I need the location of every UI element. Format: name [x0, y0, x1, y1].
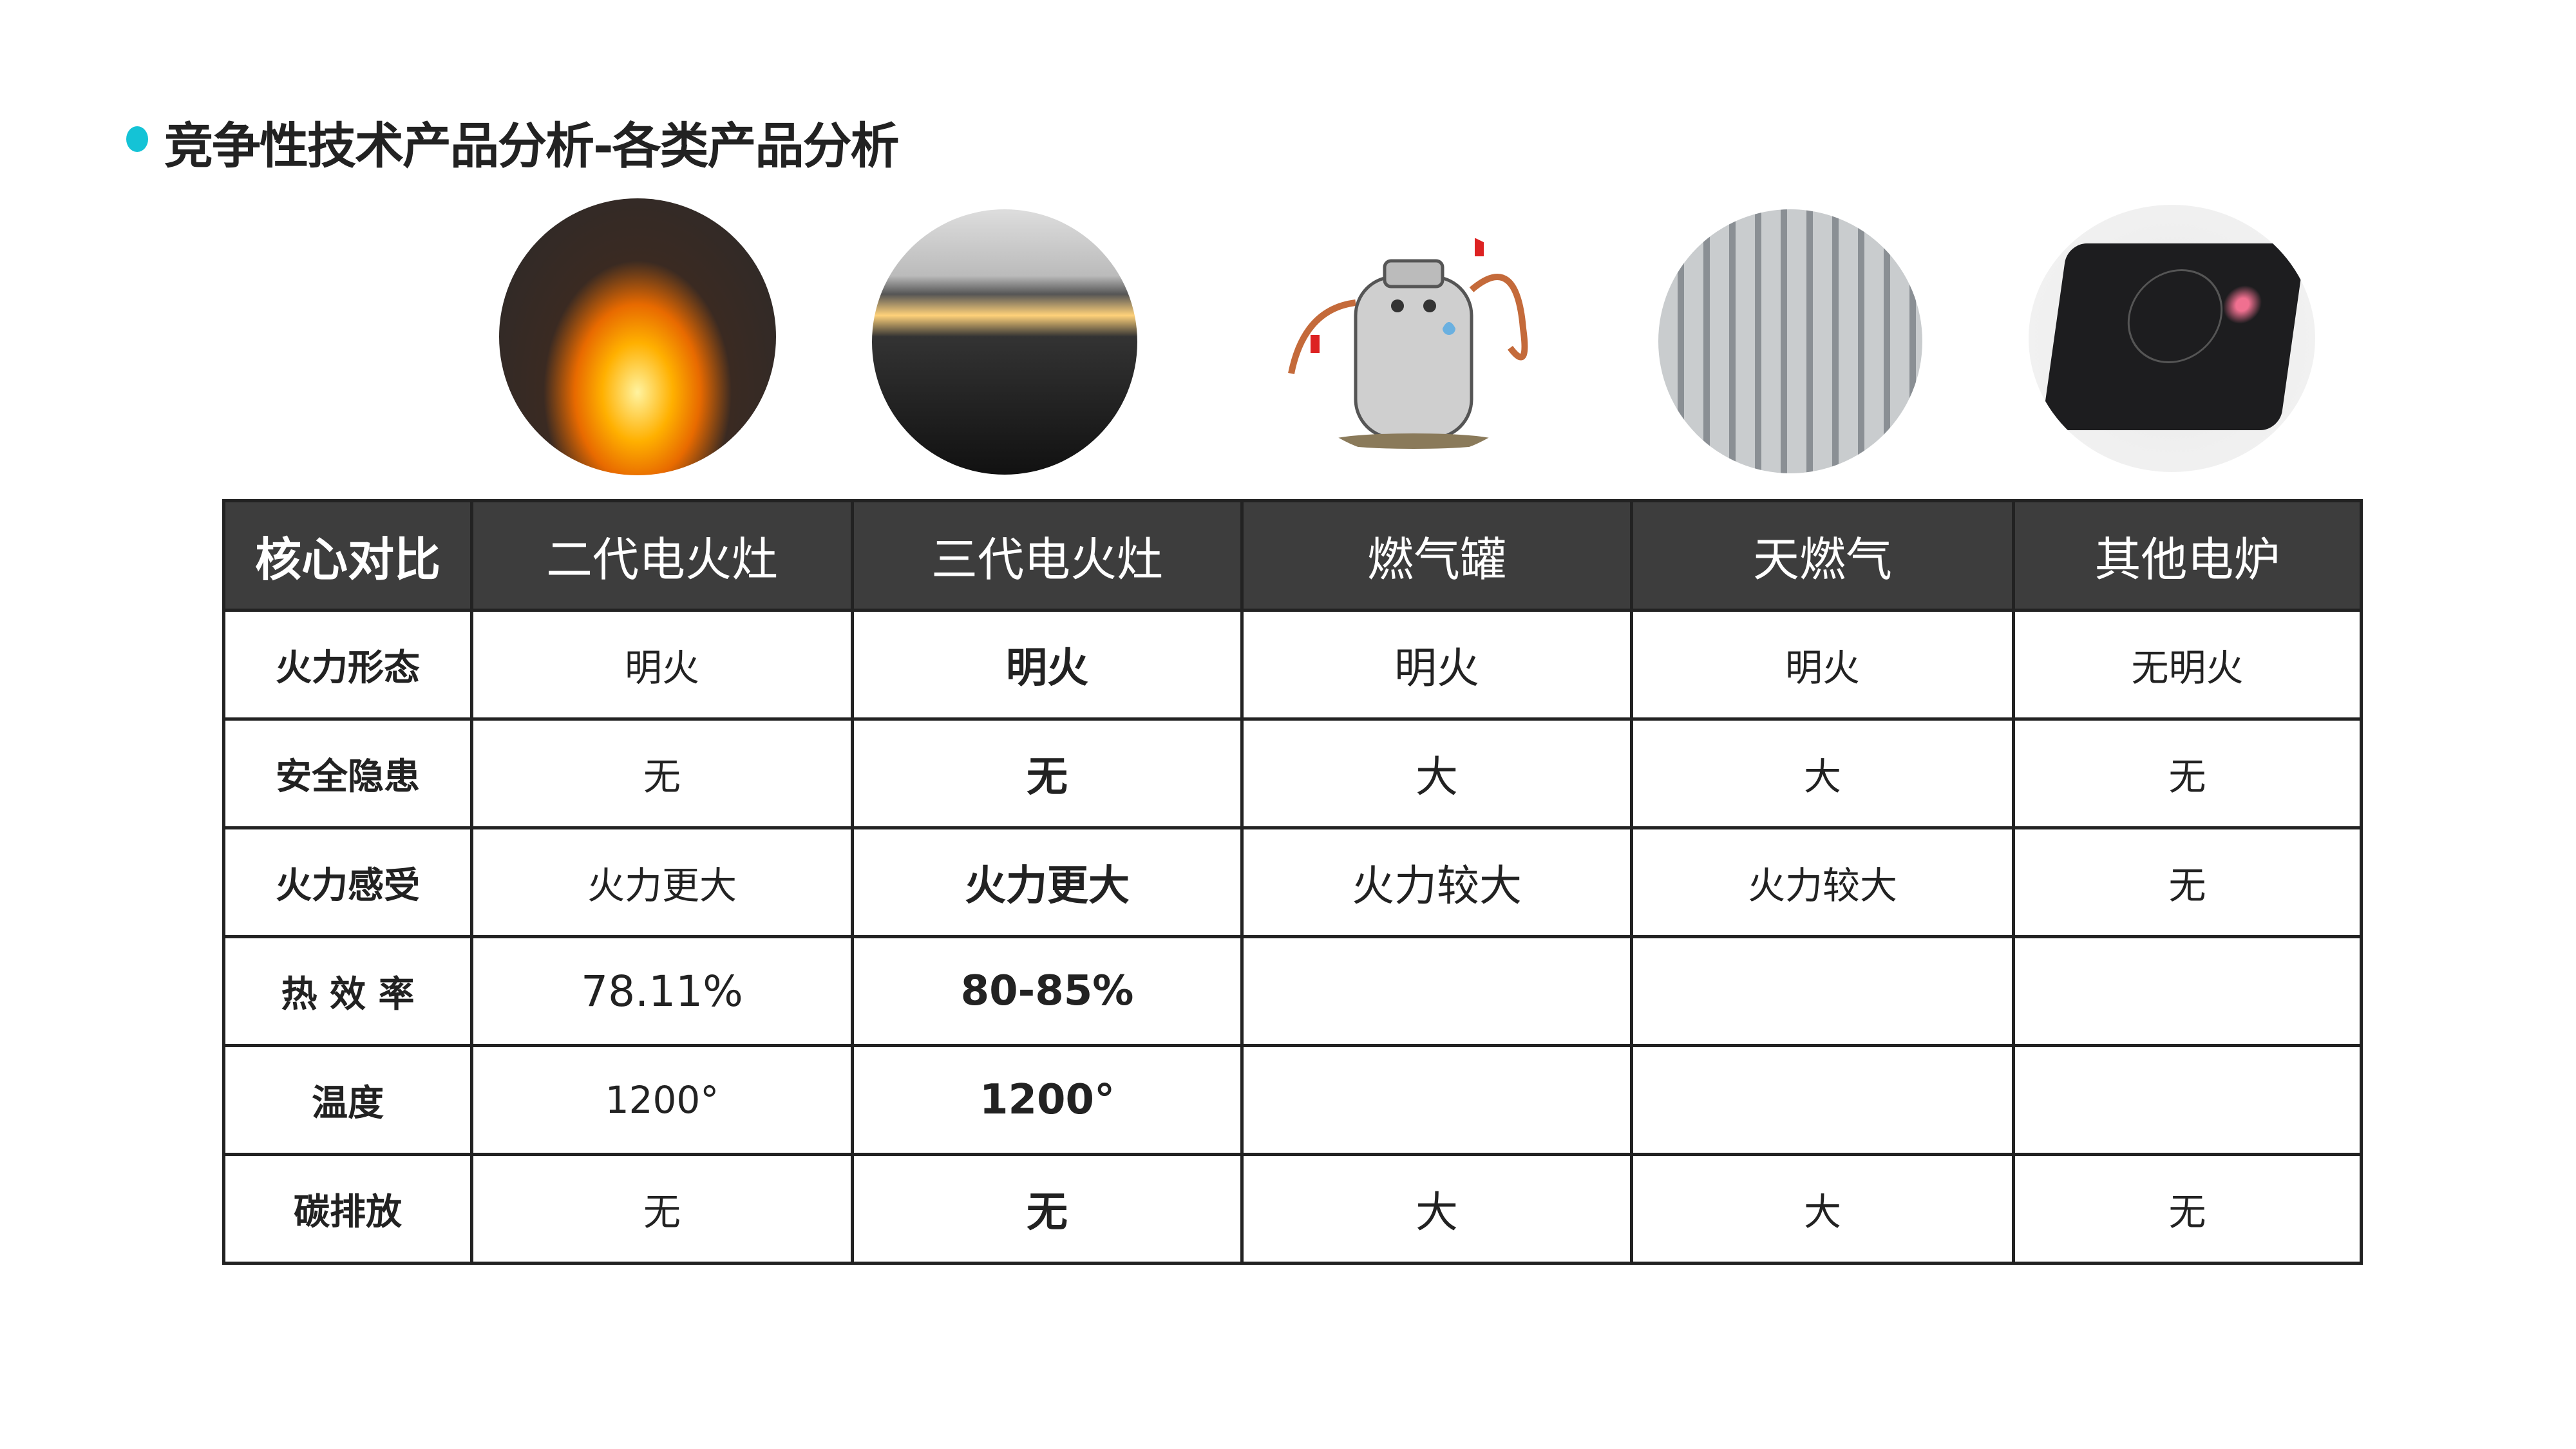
header-cell: 三代电火灶	[851, 499, 1244, 612]
row-label: 火力形态	[222, 609, 473, 721]
table-cell: 大	[1630, 1153, 2015, 1265]
title-bullet-icon	[126, 126, 148, 152]
header-cell: 核心对比	[222, 499, 473, 612]
table-cell	[1630, 935, 2015, 1047]
table-cell: 80-85%	[851, 935, 1244, 1047]
table-cell: 78.11%	[470, 935, 854, 1047]
gas-plant-image	[1658, 209, 1922, 473]
table-cell: 无	[2012, 1153, 2363, 1265]
row-label: 火力感受	[222, 826, 473, 938]
table-header-row: 核心对比 二代电火灶 三代电火灶 燃气罐 天燃气 其他电炉	[222, 499, 2363, 612]
gas-cylinder-image	[1278, 225, 1549, 457]
table-cell: 火力更大	[470, 826, 854, 938]
table-cell: 无	[470, 1153, 854, 1265]
electric-burner-image	[872, 209, 1137, 475]
table-row: 温度 1200° 1200°	[222, 1044, 2363, 1156]
induction-cooker-image	[2029, 205, 2315, 472]
table-cell: 火力较大	[1630, 826, 2015, 938]
header-cell: 天燃气	[1630, 499, 2015, 612]
table-cell: 大	[1240, 1153, 1633, 1265]
flame-image	[499, 198, 776, 475]
comparison-table: 核心对比 二代电火灶 三代电火灶 燃气罐 天燃气 其他电炉 火力形态 明火 明火…	[222, 499, 2363, 1265]
table-cell: 明火	[470, 609, 854, 721]
table-cell: 无	[470, 717, 854, 829]
table-cell: 大	[1630, 717, 2015, 829]
table-cell: 无	[2012, 717, 2363, 829]
page-title: 竞争性技术产品分析-各类产品分析	[164, 117, 900, 175]
row-label: 碳排放	[222, 1153, 473, 1265]
header-cell: 二代电火灶	[470, 499, 854, 612]
table-cell	[1630, 1044, 2015, 1156]
table-cell	[2012, 1044, 2363, 1156]
table-row: 火力感受 火力更大 火力更大 火力较大 火力较大 无	[222, 826, 2363, 938]
table-row: 热 效 率 78.11% 80-85%	[222, 935, 2363, 1047]
row-label: 热 效 率	[222, 935, 473, 1047]
table-cell: 火力更大	[851, 826, 1244, 938]
table-cell: 明火	[851, 609, 1244, 721]
row-label: 安全隐患	[222, 717, 473, 829]
table-cell: 无	[2012, 826, 2363, 938]
table-cell: 明火	[1630, 609, 2015, 721]
table-cell: 1200°	[851, 1044, 1244, 1156]
header-cell: 其他电炉	[2012, 499, 2363, 612]
table-cell	[2012, 935, 2363, 1047]
table-row: 火力形态 明火 明火 明火 明火 无明火	[222, 609, 2363, 721]
table-cell	[1240, 1044, 1633, 1156]
table-cell: 明火	[1240, 609, 1633, 721]
table-cell	[1240, 935, 1633, 1047]
table-cell: 火力较大	[1240, 826, 1633, 938]
table-cell: 无	[851, 717, 1244, 829]
table-cell: 1200°	[470, 1044, 854, 1156]
row-label: 温度	[222, 1044, 473, 1156]
table-cell: 大	[1240, 717, 1633, 829]
table-row: 碳排放 无 无 大 大 无	[222, 1153, 2363, 1265]
table-row: 安全隐患 无 无 大 大 无	[222, 717, 2363, 829]
table-cell: 无	[851, 1153, 1244, 1265]
header-cell: 燃气罐	[1240, 499, 1633, 612]
table-cell: 无明火	[2012, 609, 2363, 721]
